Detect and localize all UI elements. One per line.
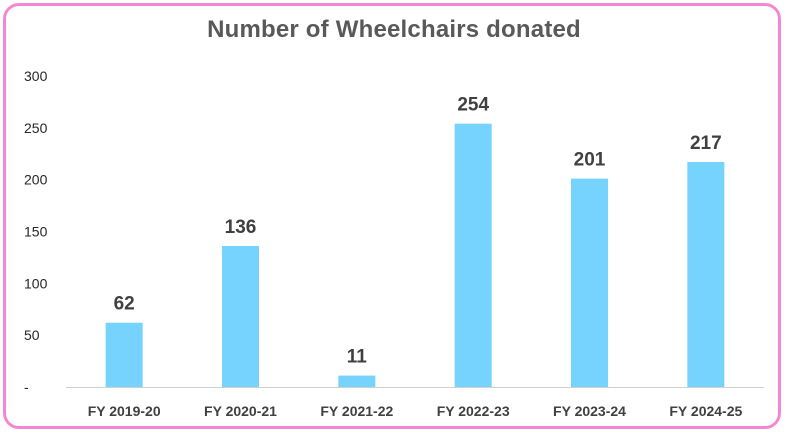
data-label: 217 xyxy=(690,133,722,154)
y-tick-label: 100 xyxy=(24,275,48,291)
y-axis: - 50 100 150 200 250 300 xyxy=(24,68,48,395)
data-label: 11 xyxy=(347,347,368,368)
y-tick-label: 300 xyxy=(24,68,48,84)
data-label: 136 xyxy=(225,217,257,238)
bar xyxy=(222,246,259,387)
bar xyxy=(105,322,143,387)
data-label: 201 xyxy=(574,150,606,171)
y-tick-label: 50 xyxy=(24,327,40,343)
y-tick-label: 200 xyxy=(24,172,48,188)
bar xyxy=(687,162,725,387)
bar xyxy=(571,178,608,387)
data-labels: 62 136 11 254 201 217 xyxy=(114,95,722,368)
x-tick-label: FY 2024-25 xyxy=(669,403,742,419)
x-tick-label: FY 2021-22 xyxy=(320,403,393,419)
x-tick-label: FY 2023-24 xyxy=(553,403,626,419)
x-axis: FY 2019-20 FY 2020-21 FY 2021-22 FY 2022-23… xyxy=(88,403,743,419)
data-label: 254 xyxy=(457,95,489,116)
x-tick-label: FY 2020-21 xyxy=(204,403,277,419)
x-tick-label: FY 2022-23 xyxy=(437,403,510,419)
y-tick-label: - xyxy=(24,379,29,395)
bar xyxy=(338,375,376,387)
bars xyxy=(105,123,725,387)
bar xyxy=(454,123,492,387)
y-tick-label: 250 xyxy=(24,120,48,136)
chart-title: Number of Wheelchairs donated xyxy=(207,16,581,43)
data-label: 62 xyxy=(114,294,135,315)
x-tick-label: FY 2019-20 xyxy=(88,403,161,419)
y-tick-label: 150 xyxy=(24,224,48,240)
